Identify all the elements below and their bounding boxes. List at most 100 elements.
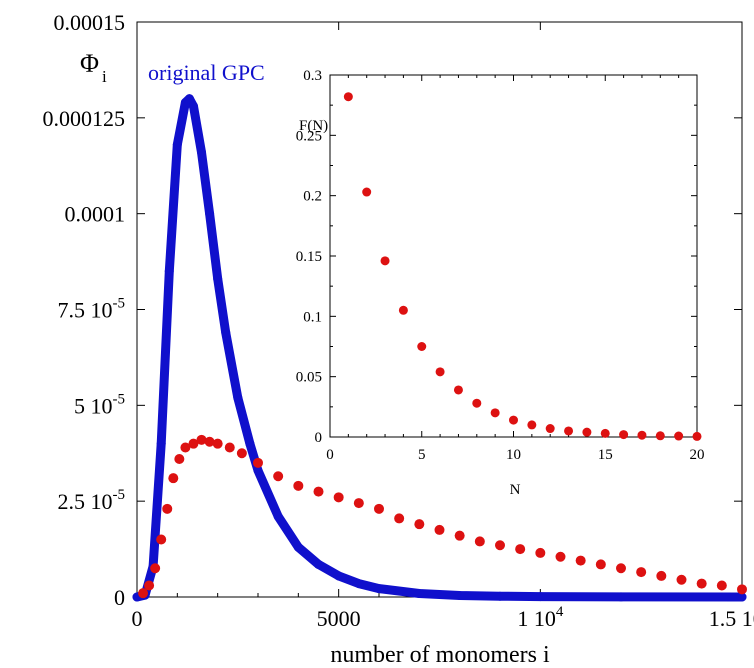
y-tick-label-base: 0.0001 xyxy=(65,202,126,227)
y-tick-label: 0.000125 xyxy=(43,106,126,131)
inset-background xyxy=(330,75,697,437)
inset-point xyxy=(343,92,353,102)
x-axis-label: number of monomers i xyxy=(330,642,550,668)
inset-point xyxy=(637,430,647,440)
x-tick-label-base: 1.5 10 xyxy=(709,606,754,631)
y-tick-label: 0 xyxy=(114,585,125,610)
y-tick-label-exponent: -5 xyxy=(113,296,126,312)
inset-x-tick-label: 5 xyxy=(418,447,426,463)
inset-y-tick-label: 0.25 xyxy=(296,128,322,144)
series-original-gpc-point xyxy=(188,101,198,111)
inset-point xyxy=(417,342,427,351)
y-tick-label-base: 0.00015 xyxy=(54,10,126,35)
series-original-gpc-point xyxy=(184,94,194,104)
series-red-point xyxy=(616,563,626,574)
y-axis-label-subscript: i xyxy=(102,67,107,86)
series-red-point xyxy=(150,563,161,574)
inset-ticks: 0 5 10 15 20 0 0.05 0.1 0.15 0.2 0.25 0.3 xyxy=(296,68,705,463)
y-tick-label: 0.00015 xyxy=(54,10,126,35)
inset-point xyxy=(362,187,372,197)
inset-point xyxy=(472,398,482,408)
series-red-point xyxy=(313,486,324,497)
series-red-point xyxy=(156,534,167,545)
series-red-point xyxy=(474,536,485,547)
series-red-point xyxy=(224,442,235,453)
y-tick-label: 0.0001 xyxy=(65,202,126,227)
inset-point xyxy=(564,426,574,436)
inset-y-tick-label: 0.3 xyxy=(303,68,322,84)
inset-point xyxy=(490,408,500,418)
inset-x-tick-label: 15 xyxy=(598,447,613,463)
inset-point xyxy=(545,424,555,434)
y-tick-label-exponent: -5 xyxy=(113,391,126,407)
series-red-point xyxy=(434,524,445,535)
inset-point xyxy=(398,305,408,315)
series-original-gpc-point xyxy=(164,266,174,276)
inset-point xyxy=(582,427,592,437)
x-tick-label: 1 104 xyxy=(517,604,564,631)
y-tick-label-base: 0 xyxy=(114,585,125,610)
series-red-point xyxy=(168,473,179,484)
series-original-gpc-point xyxy=(293,542,303,552)
series-red-point xyxy=(374,503,384,514)
series-original-gpc-point xyxy=(253,466,263,475)
series-original-gpc-point xyxy=(374,584,384,594)
x-tick-label: 0 xyxy=(132,606,143,631)
inset-y-tick-label: 0.05 xyxy=(296,370,322,386)
legend-original-gpc: original GPC xyxy=(148,60,265,85)
series-red-point xyxy=(676,574,687,585)
y-axis-label-main: Φ xyxy=(80,49,99,78)
series-red-point xyxy=(595,559,606,570)
series-red-point xyxy=(515,544,526,555)
series-original-gpc-point xyxy=(334,571,344,581)
series-original-gpc-point xyxy=(737,592,747,602)
series-original-gpc-point xyxy=(273,512,283,521)
inset-point xyxy=(619,430,629,440)
y-tick-label: 5 10-5 xyxy=(74,391,125,418)
inset-y-tick-label: 0.2 xyxy=(303,189,322,205)
inset-point xyxy=(692,431,702,441)
inset-y-axis-label: F(N) xyxy=(299,118,328,134)
series-red-point xyxy=(188,438,199,449)
series-red-point xyxy=(212,438,223,449)
series-red-point xyxy=(204,436,215,447)
series-red-point xyxy=(353,498,364,509)
y-tick-label-base: 0.000125 xyxy=(43,106,126,131)
x-tick-label-base: 0 xyxy=(132,606,143,631)
series-red-point xyxy=(253,457,263,468)
series-red-point xyxy=(196,434,207,445)
series-red-point xyxy=(162,503,173,514)
series-red-point xyxy=(535,547,546,558)
series-red-point xyxy=(636,567,647,578)
y-tick-label: 2.5 10-5 xyxy=(58,487,126,514)
inset-x-axis-label: N xyxy=(510,482,521,498)
series-red-point xyxy=(293,480,304,491)
series-red-point xyxy=(737,584,747,595)
y-tick-label-base: 5 10 xyxy=(74,393,113,418)
y-tick-label-exponent: -5 xyxy=(113,487,126,503)
series-red-point xyxy=(696,578,707,589)
x-tick-label: 5000 xyxy=(317,606,361,631)
series-red-point xyxy=(495,540,505,551)
x-tick-label-base: 5000 xyxy=(317,606,361,631)
series-original-gpc-point xyxy=(156,439,166,449)
series-red-point xyxy=(236,448,247,459)
series-original-gpc-point xyxy=(535,592,545,602)
series-red-point xyxy=(414,519,425,530)
inset-x-tick-label: 0 xyxy=(326,447,334,463)
inset-point xyxy=(453,385,463,395)
inset-x-tick-label: 10 xyxy=(506,447,521,463)
inset-x-tick-label: 20 xyxy=(690,447,705,463)
series-red-point xyxy=(656,570,667,581)
series-red-point xyxy=(333,492,344,503)
y-tick-label-base: 7.5 10 xyxy=(58,298,113,323)
y-tick-label-base: 2.5 10 xyxy=(58,489,113,514)
series-red-point xyxy=(555,551,566,562)
inset-plot: 0 5 10 15 20 0 0.05 0.1 0.15 0.2 0.25 0.3 N F(N) xyxy=(296,68,705,498)
series-original-gpc-line xyxy=(132,94,747,602)
inset-point xyxy=(509,415,518,425)
inset-y-tick-label: 0 xyxy=(315,430,323,446)
series-red-point xyxy=(174,454,185,464)
